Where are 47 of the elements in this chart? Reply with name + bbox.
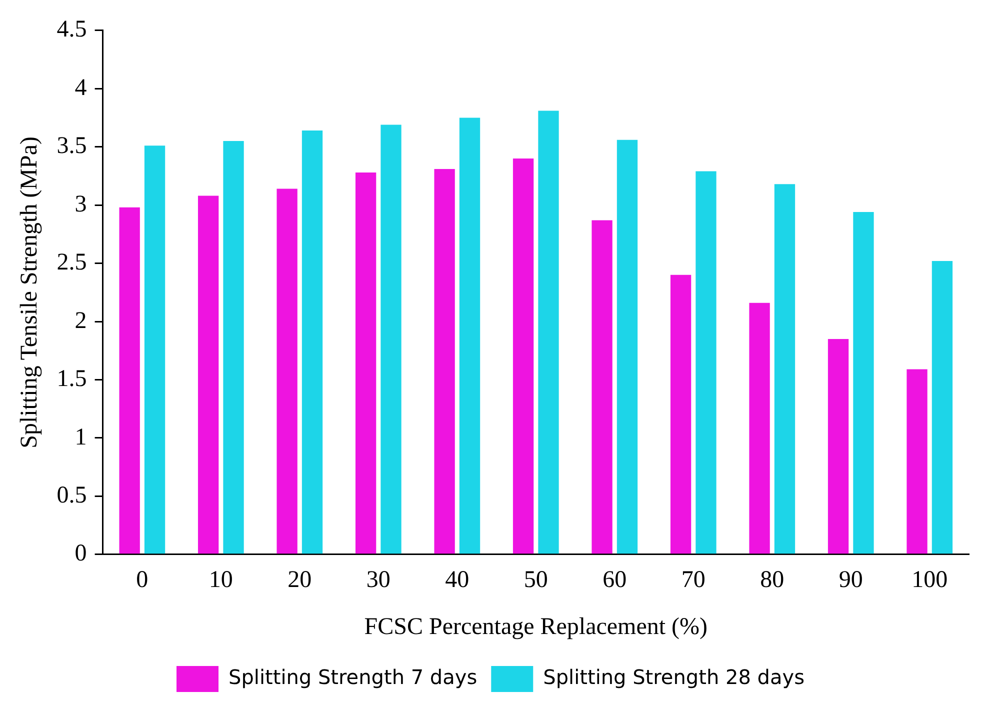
legend-label: Splitting Strength 28 days bbox=[543, 665, 804, 690]
y-tick-label: 0.5 bbox=[56, 482, 87, 508]
x-tick-label: 20 bbox=[288, 567, 312, 594]
x-tick-label: 30 bbox=[366, 567, 390, 594]
bar bbox=[616, 140, 638, 554]
bar bbox=[512, 158, 534, 554]
bar bbox=[434, 168, 455, 554]
bar bbox=[670, 274, 692, 554]
y-tick-label: 3 bbox=[74, 191, 87, 218]
bar bbox=[198, 196, 219, 554]
bar bbox=[302, 130, 323, 554]
y-tick-label: 4.5 bbox=[56, 16, 87, 43]
x-tick-label: 90 bbox=[838, 567, 863, 594]
bar bbox=[355, 172, 376, 554]
bar bbox=[932, 260, 953, 554]
x-tick-label: 0 bbox=[136, 567, 148, 594]
bar bbox=[828, 338, 849, 554]
y-tick-label: 3.5 bbox=[56, 133, 87, 160]
bar bbox=[774, 184, 796, 554]
bar bbox=[223, 141, 244, 554]
bar bbox=[119, 207, 140, 554]
y-tick-label: 2 bbox=[74, 308, 87, 334]
y-tick-label: 2.5 bbox=[56, 250, 87, 276]
y-tick-label: 1 bbox=[74, 424, 87, 450]
bar bbox=[459, 118, 480, 554]
x-tick-label: 50 bbox=[524, 567, 548, 594]
y-axis-title: Splitting Tensile Strength (MPa) bbox=[16, 136, 43, 448]
bar bbox=[276, 188, 298, 554]
y-tick-label: 4 bbox=[74, 74, 87, 101]
x-tick-label: 10 bbox=[208, 567, 233, 594]
x-tick-label: 70 bbox=[681, 567, 706, 594]
x-tick-label: 100 bbox=[912, 567, 948, 594]
bar bbox=[380, 124, 402, 554]
x-tick-label: 80 bbox=[760, 567, 784, 594]
legend-label: Splitting Strength 7 days bbox=[228, 665, 478, 690]
y-tick-label: 0 bbox=[74, 540, 87, 567]
y-tick-label: 1.5 bbox=[56, 366, 87, 392]
bar bbox=[906, 369, 928, 554]
bar bbox=[538, 110, 559, 554]
bar bbox=[592, 220, 612, 554]
x-tick-label: 60 bbox=[602, 567, 627, 594]
bar bbox=[696, 171, 716, 554]
bar bbox=[749, 302, 770, 554]
x-axis-title: FCSC Percentage Replacement (%) bbox=[364, 614, 708, 640]
x-tick-label: 40 bbox=[445, 567, 470, 594]
bar bbox=[853, 212, 874, 554]
bar bbox=[144, 146, 166, 554]
